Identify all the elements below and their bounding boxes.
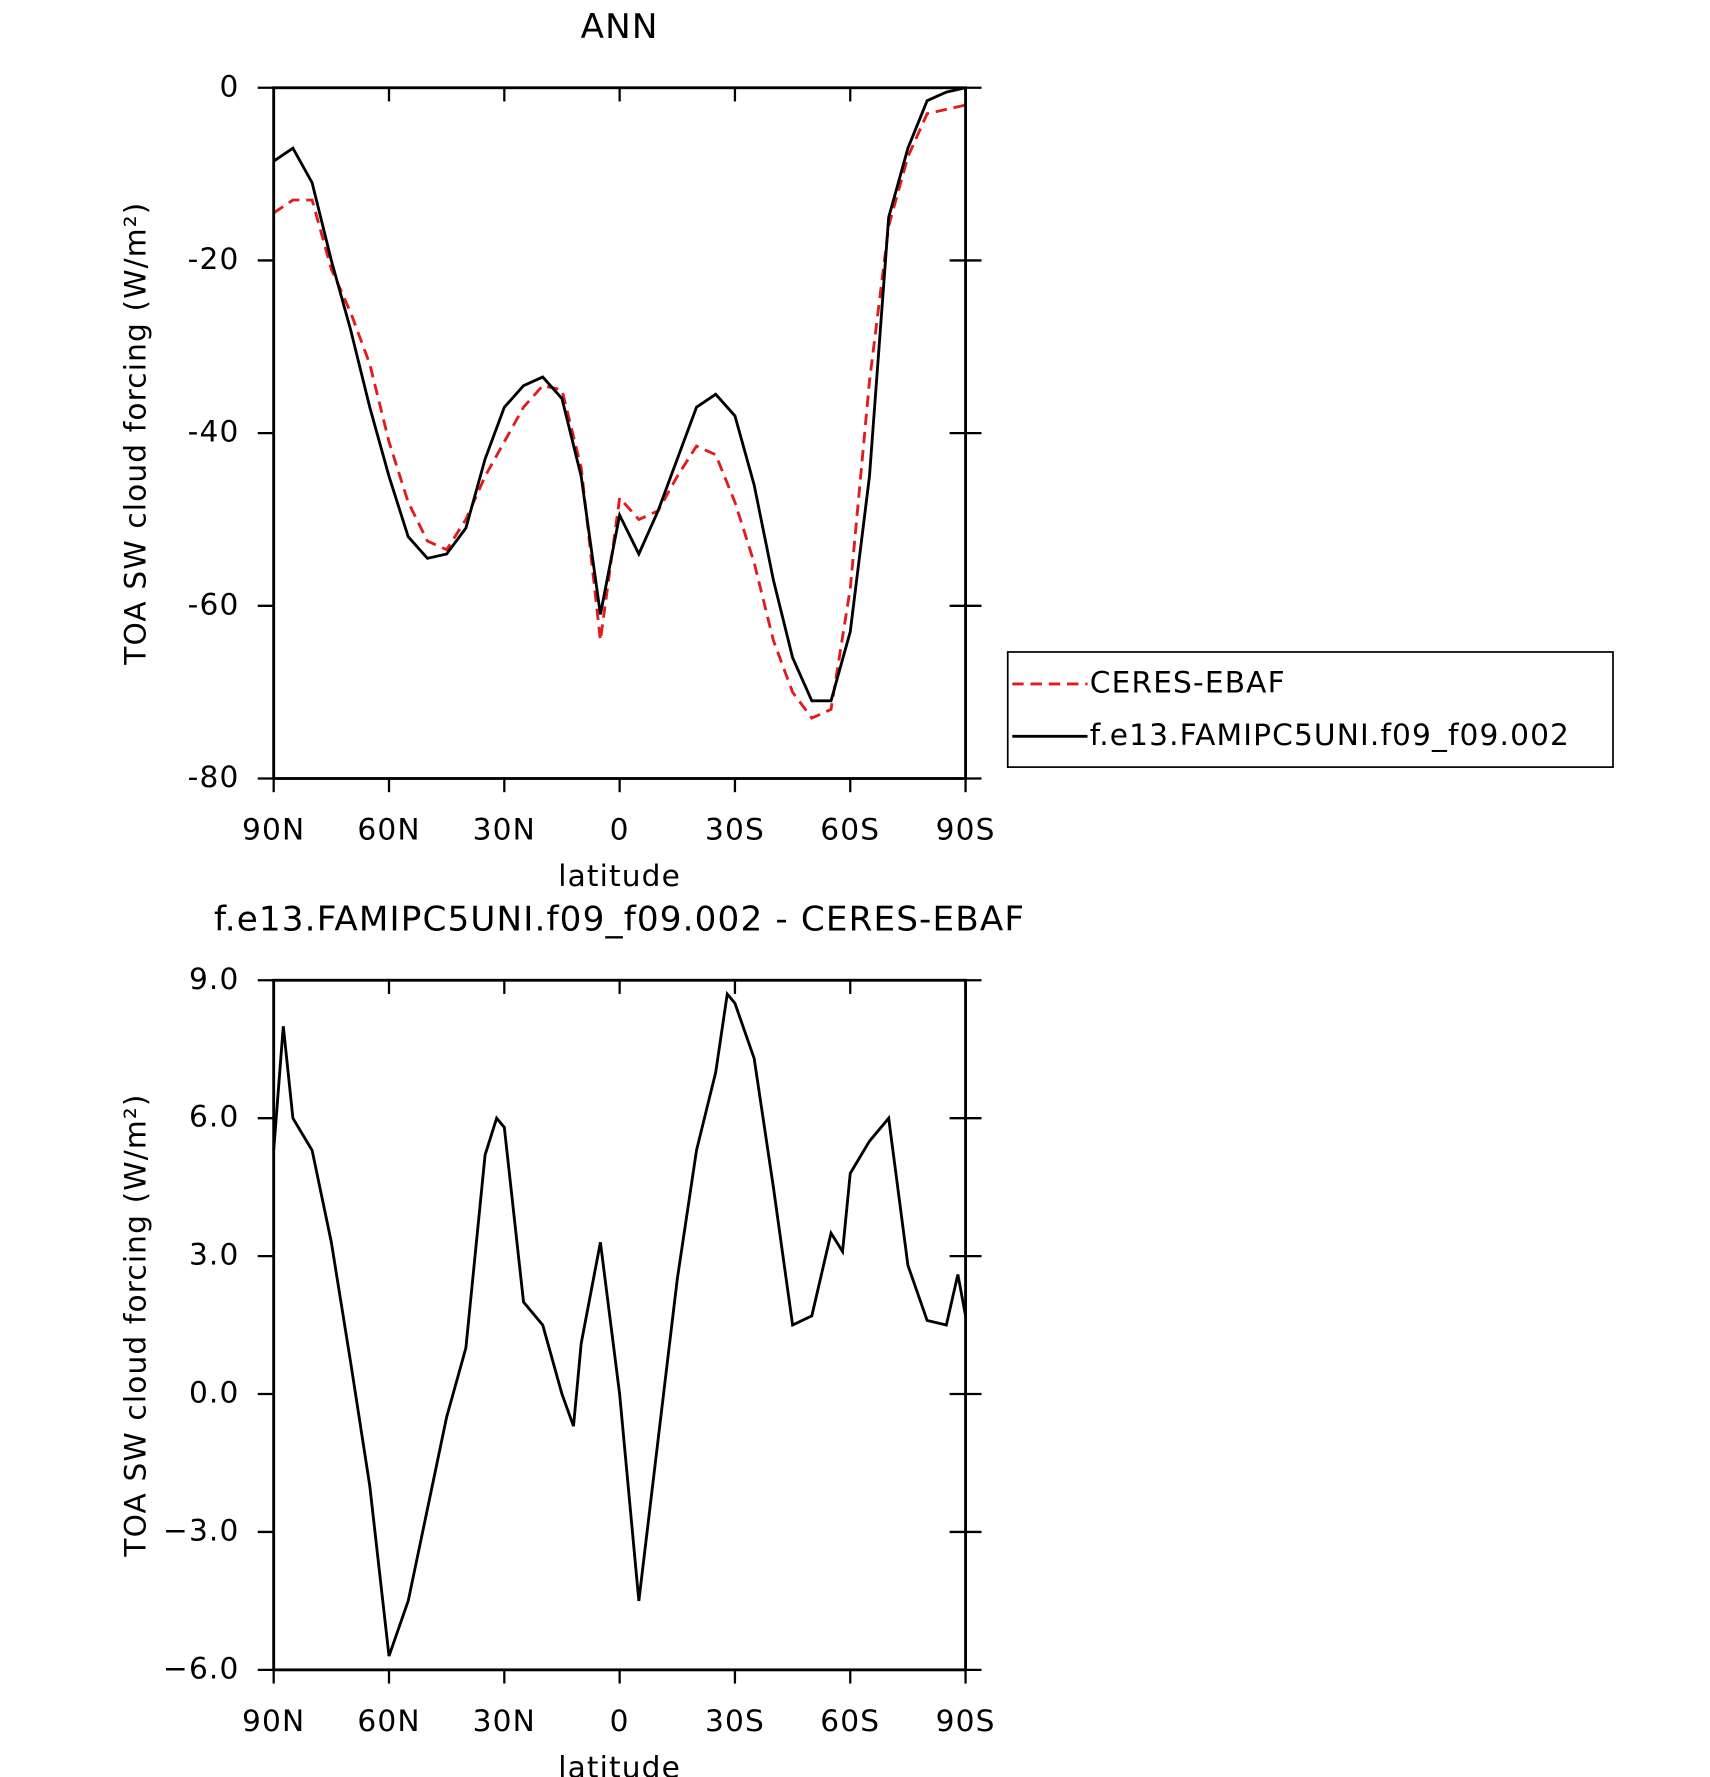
x-tick-label: 30N [473, 1703, 536, 1738]
data-line [272, 103, 966, 720]
x-tick-label: 90S [936, 811, 996, 846]
x-tick-label: 90S [936, 1703, 996, 1738]
plot-frame [272, 86, 967, 780]
x-tick-label: 0 [610, 1703, 630, 1738]
plot-frame [272, 978, 967, 1672]
x-tick-label: 60S [820, 811, 880, 846]
y-tick-label: 6.0 [189, 1099, 240, 1134]
chart-title: f.e13.FAMIPC5UNI.f09_f09.002 - CERES-EBA… [214, 899, 1025, 939]
y-tick-label: 0 [219, 68, 239, 103]
x-axis-label: latitude [558, 1750, 681, 1777]
y-tick-label: 9.0 [189, 961, 240, 996]
data-line [272, 86, 966, 703]
x-tick-label: 0 [610, 811, 630, 846]
x-tick-label: 30S [705, 811, 765, 846]
chart-title: ANN [581, 7, 659, 47]
y-tick-label: -60 [188, 586, 240, 621]
data-line [272, 990, 967, 1657]
x-tick-label: 60N [357, 811, 420, 846]
legend-label: f.e13.FAMIPC5UNI.f09_f09.002 [1090, 717, 1570, 752]
y-axis-label: TOA SW cloud forcing (W/m²) [117, 1093, 152, 1557]
y-tick-label: -40 [188, 414, 240, 449]
x-axis-label: latitude [558, 858, 681, 893]
y-tick-label: −6.0 [163, 1650, 240, 1685]
x-tick-label: 30N [473, 811, 536, 846]
y-tick-label: -80 [188, 759, 240, 794]
x-tick-label: 90N [242, 1703, 305, 1738]
y-axis-label: TOA SW cloud forcing (W/m²) [117, 202, 152, 666]
y-tick-label: 0.0 [189, 1375, 240, 1410]
x-tick-label: 90N [242, 811, 305, 846]
legend-label: CERES-EBAF [1090, 664, 1286, 699]
x-tick-label: 30S [705, 1703, 765, 1738]
x-tick-label: 60N [357, 1703, 420, 1738]
x-tick-label: 60S [820, 1703, 880, 1738]
y-tick-label: -20 [188, 241, 240, 276]
legend-box [1006, 651, 1614, 768]
y-tick-label: 3.0 [189, 1237, 240, 1272]
y-tick-label: −3.0 [163, 1512, 240, 1547]
